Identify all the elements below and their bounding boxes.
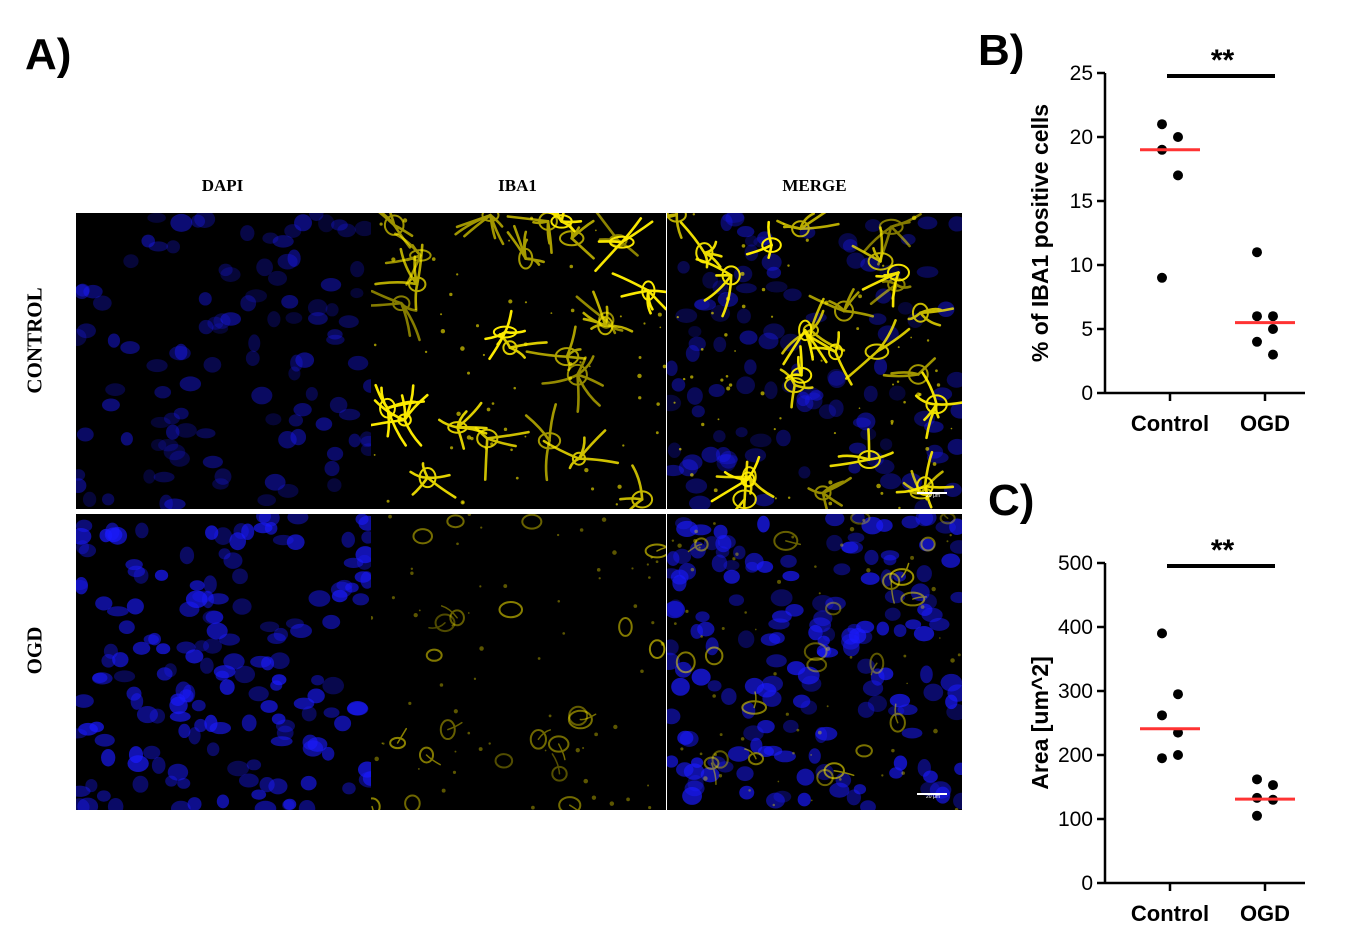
data-point: [1157, 272, 1167, 283]
x-tick-label: OGD: [1240, 901, 1290, 926]
y-tick-label: 15: [1070, 190, 1093, 213]
chart-c: 0 100 200 300 400 500 Control OGD Area [um^2] **: [1027, 534, 1305, 926]
x-tick-label: Control: [1131, 411, 1209, 436]
data-point: [1173, 170, 1183, 181]
data-point: [1252, 336, 1262, 347]
data-point: [1252, 810, 1262, 821]
y-tick-label: 5: [1081, 318, 1093, 341]
panel-label-a: A): [25, 30, 72, 79]
data-point: [1173, 689, 1183, 700]
data-point: [1157, 119, 1167, 130]
data-point: [1268, 311, 1278, 322]
y-tick-label: 300: [1058, 680, 1093, 703]
data-point: [1157, 628, 1167, 639]
y-axis-label: Area [um^2]: [1027, 656, 1053, 790]
data-point: [1252, 774, 1262, 785]
scale-bar-label-ogd: 20 μm: [926, 794, 940, 800]
significance-label: **: [1211, 44, 1235, 77]
data-point: [1268, 349, 1278, 360]
row-label-control: CONTROL: [22, 287, 47, 394]
y-tick-label: 200: [1058, 744, 1093, 767]
y-axis-label: % of IBA1 positive cells: [1027, 104, 1053, 362]
y-tick-label: 0: [1081, 872, 1093, 895]
micrograph-control-iba1: [371, 213, 666, 509]
y-tick-label: 100: [1058, 808, 1093, 831]
micrograph-control-merge: [667, 213, 962, 509]
data-point: [1252, 311, 1262, 322]
y-tick-label: 20: [1070, 126, 1093, 149]
data-point: [1157, 710, 1167, 721]
scale-bar-label-control: 20 μm: [926, 493, 940, 499]
y-tick-label: 25: [1070, 62, 1093, 85]
column-label-iba1: IBA1: [498, 176, 537, 195]
panel-label-c: C): [988, 476, 1035, 525]
micrograph-control-dapi: [76, 213, 371, 509]
significance-label: **: [1211, 534, 1235, 567]
y-tick-label: 500: [1058, 552, 1093, 575]
data-point: [1268, 324, 1278, 334]
x-tick-label: OGD: [1240, 411, 1290, 436]
y-tick-label: 0: [1081, 382, 1093, 405]
column-label-dapi: DAPI: [201, 176, 244, 195]
row-label-ogd: OGD: [22, 626, 47, 675]
panel-label-b: B): [978, 26, 1025, 75]
micrograph-ogd-iba1: [371, 514, 666, 810]
micrograph-ogd-merge: [667, 514, 962, 810]
micrograph-ogd-dapi: [76, 514, 371, 810]
data-point: [1157, 753, 1167, 764]
data-point: [1173, 132, 1183, 142]
x-tick-label: Control: [1131, 901, 1209, 926]
y-tick-label: 10: [1070, 254, 1093, 277]
data-point: [1268, 780, 1278, 791]
data-point: [1173, 750, 1183, 760]
data-point: [1252, 247, 1262, 258]
chart-b: 0 5 10 15 20 25 Control OGD % of IBA1 positive c…: [1027, 44, 1305, 436]
column-label-merge: MERGE: [782, 176, 847, 195]
y-tick-label: 400: [1058, 616, 1093, 639]
